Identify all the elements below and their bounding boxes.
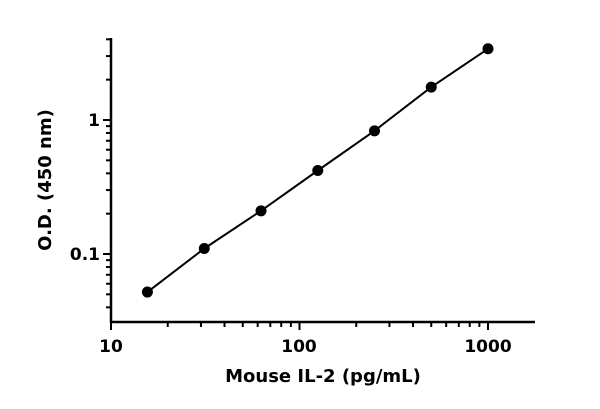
data-points [141,43,494,298]
data-point [198,242,210,254]
x-tick-label-1000: 1000 [464,337,511,357]
y-tick-label-0-1: 0.1 [70,245,100,265]
x-axis-ticks [110,322,489,330]
data-point [312,164,324,176]
data-point [255,205,267,217]
data-point [369,125,381,137]
y-axis-title: O.D. (450 nm) [35,109,56,251]
data-point [482,43,494,55]
data-point [141,286,153,298]
x-tick-label-100: 100 [281,337,317,357]
y-axis-ticks [103,38,111,309]
x-tick-label-10: 10 [99,337,123,357]
x-axis-title: Mouse IL-2 (pg/mL) [225,366,421,387]
data-point [425,81,437,93]
y-tick-label-1: 1 [88,111,100,131]
